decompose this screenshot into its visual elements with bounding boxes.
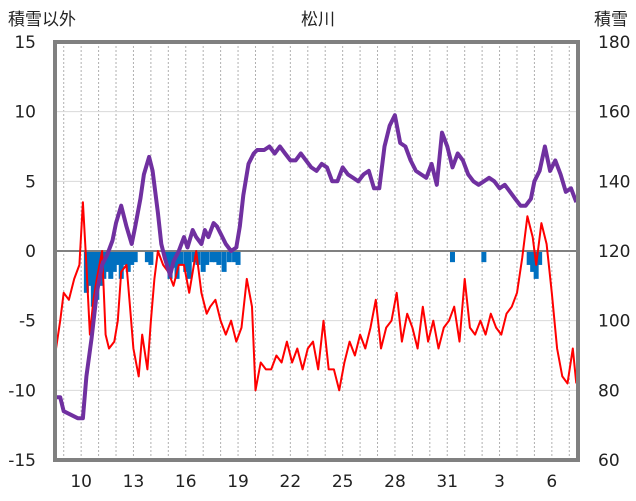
x-tick-label: 13 <box>123 472 145 492</box>
precipitation-bar <box>235 251 241 265</box>
precipitation-bar <box>122 251 128 265</box>
right-tick-label: 60 <box>598 451 620 471</box>
precipitation-bar <box>232 251 238 263</box>
right-tick-label: 140 <box>598 172 630 192</box>
precipitation-bar <box>204 251 210 265</box>
precipitation-bar <box>221 251 227 272</box>
precipitation-bar <box>186 251 192 279</box>
precipitation-bar <box>144 251 150 263</box>
left-tick-label: -15 <box>8 451 36 471</box>
precipitation-bars <box>83 251 543 307</box>
right-axis-ticks: 180 160 140 120 100 80 60 <box>598 33 630 471</box>
x-tick-label: 10 <box>70 472 92 492</box>
left-tick-label: 5 <box>25 172 36 192</box>
x-tick-label: 16 <box>175 472 197 492</box>
data-lines <box>54 113 579 421</box>
precipitation-bar <box>90 251 96 307</box>
precipitation-bar <box>115 251 121 265</box>
precipitation-bar <box>87 251 93 286</box>
x-tick-label: 3 <box>494 472 505 492</box>
x-axis-ticks: 10 13 16 19 22 25 28 31 3 6 <box>70 472 557 492</box>
precipitation-bar <box>530 251 536 272</box>
x-tick-label: 6 <box>546 472 557 492</box>
precipitation-bar <box>118 251 124 279</box>
right-tick-label: 120 <box>598 242 630 262</box>
precipitation-bar <box>167 251 173 279</box>
snow-depth-line <box>55 113 579 421</box>
left-tick-label: -10 <box>8 381 36 401</box>
precipitation-bar <box>183 251 189 272</box>
x-tick-label: 22 <box>280 472 302 492</box>
left-axis-title: 積雪以外 <box>8 10 76 30</box>
right-tick-label: 80 <box>598 381 620 401</box>
left-tick-label: 0 <box>25 242 36 262</box>
precipitation-bar <box>104 251 110 272</box>
x-tick-label: 28 <box>384 472 406 492</box>
x-tick-label: 19 <box>227 472 249 492</box>
precipitation-bar <box>148 251 154 265</box>
plot-frame <box>53 40 580 462</box>
right-axis-title: 積雪 <box>594 10 628 30</box>
precipitation-bar <box>178 251 184 265</box>
right-tick-label: 100 <box>598 312 630 332</box>
precipitation-bar <box>209 251 215 263</box>
precipitation-bar <box>200 251 206 272</box>
precipitation-bar <box>111 251 117 272</box>
left-axis-ticks: 15 10 5 0 -5 -10 -15 <box>8 33 36 471</box>
precipitation-bar <box>125 251 131 272</box>
right-tick-label: 160 <box>598 103 630 123</box>
temperature-line <box>54 201 578 392</box>
x-tick-label: 31 <box>436 472 458 492</box>
chart-title: 松川 <box>301 10 335 30</box>
precipitation-bar <box>449 251 455 263</box>
precipitation-bar <box>212 251 218 263</box>
right-tick-label: 180 <box>598 33 630 53</box>
precipitation-bar <box>537 251 543 265</box>
precipitation-bar <box>226 251 232 263</box>
precipitation-bar <box>129 251 135 265</box>
precipitation-bar <box>216 251 222 265</box>
left-tick-label: 10 <box>14 103 36 123</box>
left-tick-label: -5 <box>19 312 36 332</box>
precipitation-bar <box>164 251 170 263</box>
precipitation-bar <box>174 251 180 279</box>
x-tick-label: 25 <box>332 472 354 492</box>
precipitation-bar <box>526 251 532 265</box>
precipitation-bar <box>481 251 487 263</box>
precipitation-bar <box>108 251 114 279</box>
precipitation-bar <box>132 251 138 263</box>
left-tick-label: 15 <box>14 33 36 53</box>
